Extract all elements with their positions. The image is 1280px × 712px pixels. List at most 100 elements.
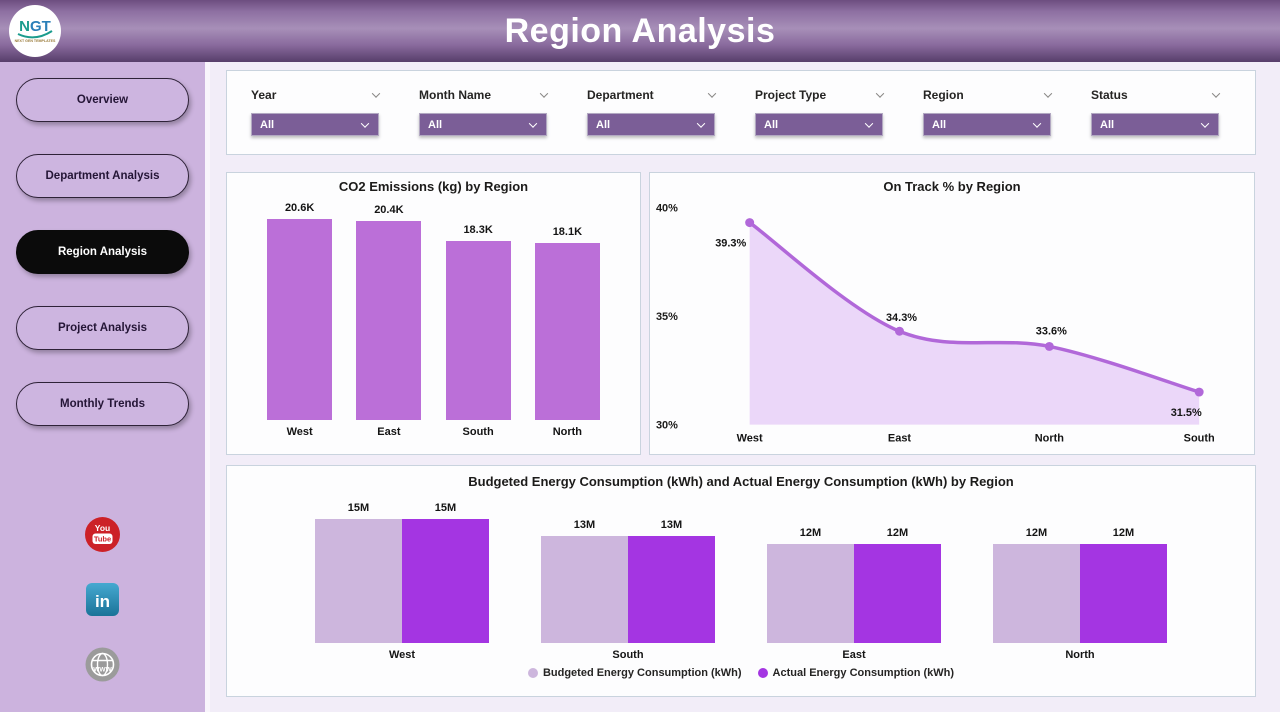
x-axis-label: West <box>737 433 763 445</box>
legend-label: Actual Energy Consumption (kWh) <box>772 667 955 679</box>
energy-bar-actual[interactable] <box>628 536 715 643</box>
ontrack-data-point[interactable] <box>1194 387 1204 397</box>
bar-value-label: 12M <box>799 527 822 539</box>
ontrack-chart-panel: On Track % by Region 40% 35% 30% 39.3% West 3… <box>649 172 1255 455</box>
svg-text:WWW: WWW <box>93 667 112 674</box>
slicer-label: Project Type <box>755 88 827 102</box>
co2-bar[interactable] <box>267 219 333 420</box>
slicer-value: All <box>428 118 443 131</box>
legend-dot-icon <box>527 668 538 678</box>
energy-bar-column: 15M <box>402 502 489 643</box>
sidebar-item-overview[interactable]: Overview <box>16 78 189 122</box>
point-value-label: 39.3% <box>715 238 746 250</box>
legend-item-budgeted: Budgeted Energy Consumption (kWh) <box>527 667 742 679</box>
energy-group-bars: 15M 15M <box>315 502 489 643</box>
slicer-header: Region <box>923 85 1053 105</box>
energy-bar-column: 12M <box>993 527 1080 643</box>
svg-text:Tube: Tube <box>94 535 111 544</box>
slicer-dropdown[interactable]: All <box>755 113 883 136</box>
slicer-label: Year <box>251 88 277 102</box>
x-axis-label: West <box>286 426 313 438</box>
x-axis-label: North <box>1035 433 1065 445</box>
energy-bar-actual[interactable] <box>854 544 941 643</box>
chevron-down-icon[interactable] <box>539 89 549 98</box>
slicer-dropdown[interactable]: All <box>251 113 379 136</box>
social-links: You Tube in WWW <box>0 517 205 682</box>
page-title: Region Analysis <box>504 11 776 50</box>
chevron-down-icon <box>696 118 706 128</box>
slicer-value: All <box>932 118 947 131</box>
energy-bar-actual[interactable] <box>402 519 489 643</box>
slicer-header: Status <box>1091 85 1221 105</box>
chevron-down-icon[interactable] <box>1211 89 1221 98</box>
linkedin-icon[interactable]: in <box>85 582 120 617</box>
x-axis-label: North <box>552 426 583 438</box>
bar-value-label: 13M <box>660 519 683 531</box>
chevron-down-icon <box>528 118 538 128</box>
filter-project-type: Project Type All <box>755 85 885 154</box>
energy-bar-column: 12M <box>854 527 941 643</box>
slicer-header: Month Name <box>419 85 549 105</box>
slicer-dropdown[interactable]: All <box>419 113 547 136</box>
y-axis-tick: 35% <box>656 311 678 323</box>
legend-item-actual: Actual Energy Consumption (kWh) <box>757 667 955 679</box>
chevron-down-icon[interactable] <box>875 89 885 98</box>
co2-bar-column: 20.4K East <box>356 204 422 438</box>
slicer-header: Department <box>587 85 717 105</box>
filter-bar: Year All Month Name All Department All Project… <box>226 70 1256 155</box>
slicer-dropdown[interactable]: All <box>1091 113 1219 136</box>
energy-group: 13M 13M South <box>541 519 715 661</box>
co2-chart-panel: CO2 Emissions (kg) by Region 20.6K West 20… <box>226 172 641 455</box>
chevron-down-icon[interactable] <box>707 89 717 98</box>
y-axis-tick: 40% <box>656 202 678 214</box>
chevron-down-icon <box>1032 118 1042 128</box>
sidebar-item-monthly-trends[interactable]: Monthly Trends <box>16 382 189 426</box>
bar-value-label: 18.1K <box>552 226 583 238</box>
ontrack-data-point[interactable] <box>895 326 904 336</box>
co2-bars: 20.6K West 20.4K East 18.3K South 18.1K North <box>227 194 640 438</box>
slicer-value: All <box>764 118 779 131</box>
energy-bars: 15M 15M West 13M 13M South 12M 12M East 12M 12M Nor… <box>227 489 1255 661</box>
energy-bar-budgeted[interactable] <box>541 536 628 643</box>
energy-bar-budgeted[interactable] <box>993 544 1080 643</box>
energy-chart-title: Budgeted Energy Consumption (kWh) and Ac… <box>468 474 1014 489</box>
chevron-down-icon <box>864 118 874 128</box>
x-axis-label: East <box>377 426 401 438</box>
ontrack-data-point[interactable] <box>745 218 755 228</box>
sidebar-item-project-analysis[interactable]: Project Analysis <box>16 306 189 350</box>
youtube-icon[interactable]: You Tube <box>85 517 120 552</box>
sidebar-item-department-analysis[interactable]: Department Analysis <box>16 154 189 198</box>
point-value-label: 33.6% <box>1036 325 1067 337</box>
main-content: Year All Month Name All Department All Project… <box>210 62 1280 712</box>
energy-bar-actual[interactable] <box>1080 544 1167 643</box>
svg-text:NEXT GEN TEMPLATES: NEXT GEN TEMPLATES <box>15 39 56 43</box>
x-axis-label: South <box>612 649 644 661</box>
energy-bar-budgeted[interactable] <box>315 519 402 643</box>
slicer-dropdown[interactable]: All <box>587 113 715 136</box>
point-value-label: 34.3% <box>886 312 917 324</box>
co2-bar-column: 18.1K North <box>534 226 600 438</box>
co2-bar[interactable] <box>445 241 511 420</box>
energy-group: 15M 15M West <box>315 502 489 661</box>
co2-bar[interactable] <box>356 221 422 420</box>
x-axis-label: North <box>1065 649 1095 661</box>
sidebar-item-region-analysis[interactable]: Region Analysis <box>16 230 189 274</box>
energy-group: 12M 12M North <box>993 527 1167 661</box>
point-value-label: 31.5% <box>1171 407 1202 419</box>
ontrack-data-point[interactable] <box>1044 341 1054 351</box>
ontrack-chart-title: On Track % by Region <box>883 179 1021 194</box>
svg-text:in: in <box>95 592 110 611</box>
filter-year: Year All <box>251 85 381 154</box>
bar-value-label: 12M <box>1025 527 1048 539</box>
legend-label: Budgeted Energy Consumption (kWh) <box>542 667 742 679</box>
energy-group-bars: 12M 12M <box>993 527 1167 643</box>
chevron-down-icon[interactable] <box>1043 89 1053 98</box>
website-globe-icon[interactable]: WWW <box>85 647 120 682</box>
energy-bar-budgeted[interactable] <box>767 544 854 643</box>
chevron-down-icon[interactable] <box>371 89 381 98</box>
energy-group-bars: 12M 12M <box>767 527 941 643</box>
bar-value-label: 15M <box>347 502 370 514</box>
co2-bar[interactable] <box>534 243 600 420</box>
slicer-dropdown[interactable]: All <box>923 113 1051 136</box>
legend-dot-icon <box>757 668 768 678</box>
